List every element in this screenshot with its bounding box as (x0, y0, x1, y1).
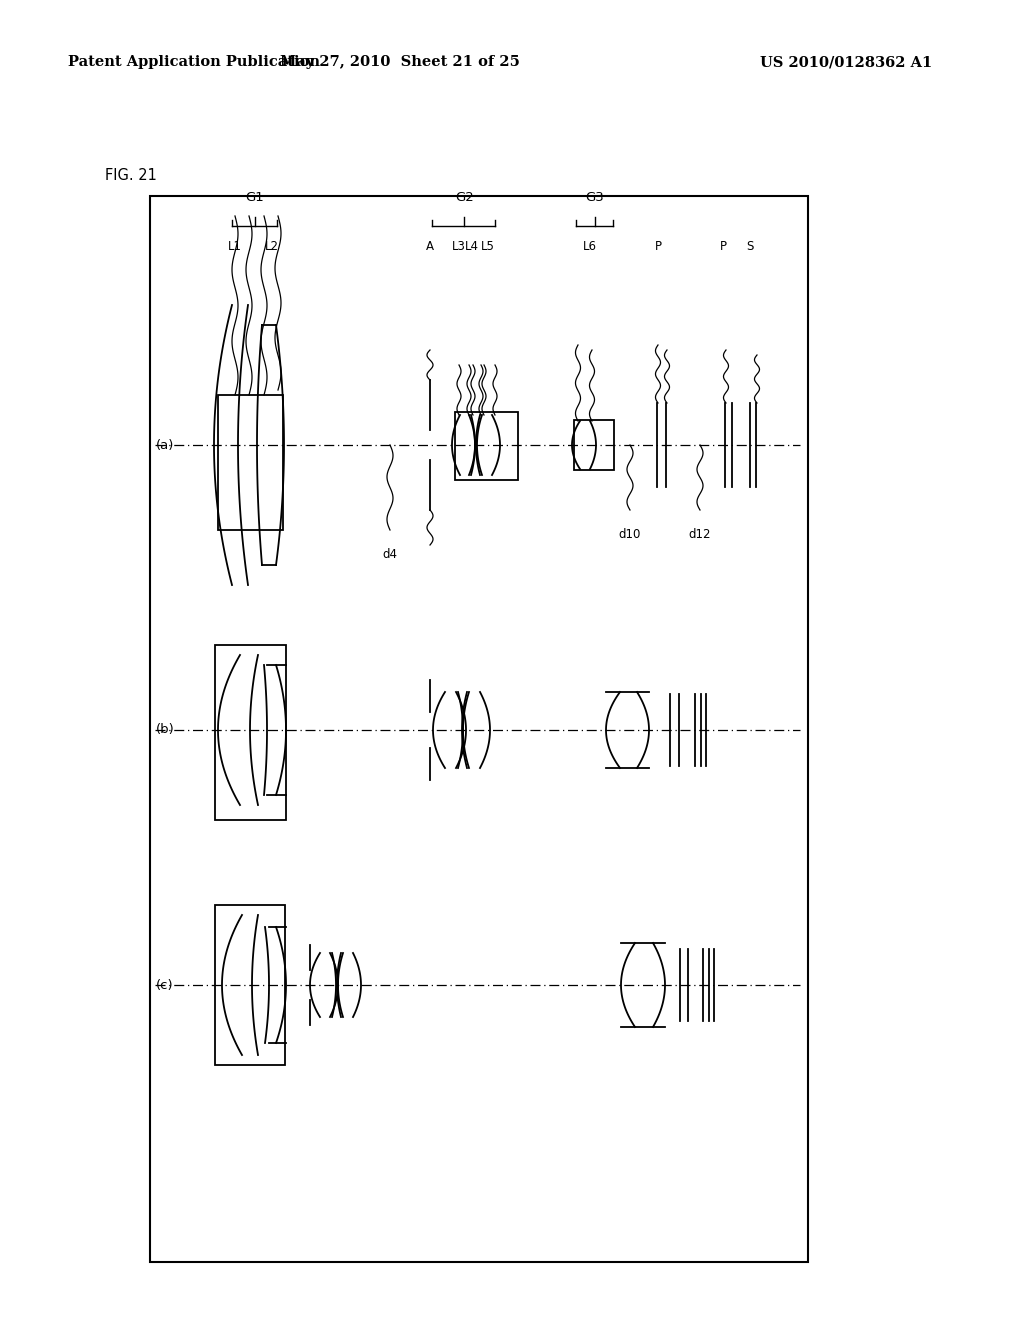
Bar (215, 645, 286, 820)
Text: P: P (720, 240, 726, 253)
Text: G2: G2 (456, 191, 474, 205)
Bar (574, 420, 614, 470)
Text: (b): (b) (156, 723, 174, 737)
Text: L1: L1 (228, 240, 242, 253)
Text: d10: d10 (618, 528, 641, 541)
Text: May 27, 2010  Sheet 21 of 25: May 27, 2010 Sheet 21 of 25 (280, 55, 520, 69)
Text: FIG. 21: FIG. 21 (105, 168, 157, 183)
Text: d12: d12 (689, 528, 712, 541)
Bar (218, 395, 283, 531)
Text: L2: L2 (265, 240, 279, 253)
Text: L6: L6 (583, 240, 597, 253)
Text: P: P (654, 240, 662, 253)
Bar (215, 906, 285, 1065)
Text: Patent Application Publication: Patent Application Publication (68, 55, 319, 69)
Text: A: A (426, 240, 434, 253)
Text: d4: d4 (383, 548, 397, 561)
Text: (a): (a) (156, 438, 174, 451)
Text: L3: L3 (452, 240, 466, 253)
Bar (150, 195, 808, 1262)
Text: L4: L4 (465, 240, 479, 253)
Bar (455, 412, 518, 480)
Text: G3: G3 (586, 191, 604, 205)
Text: S: S (746, 240, 754, 253)
Text: G1: G1 (246, 191, 264, 205)
Text: L5: L5 (481, 240, 495, 253)
Text: (c): (c) (157, 978, 174, 991)
Text: US 2010/0128362 A1: US 2010/0128362 A1 (760, 55, 932, 69)
